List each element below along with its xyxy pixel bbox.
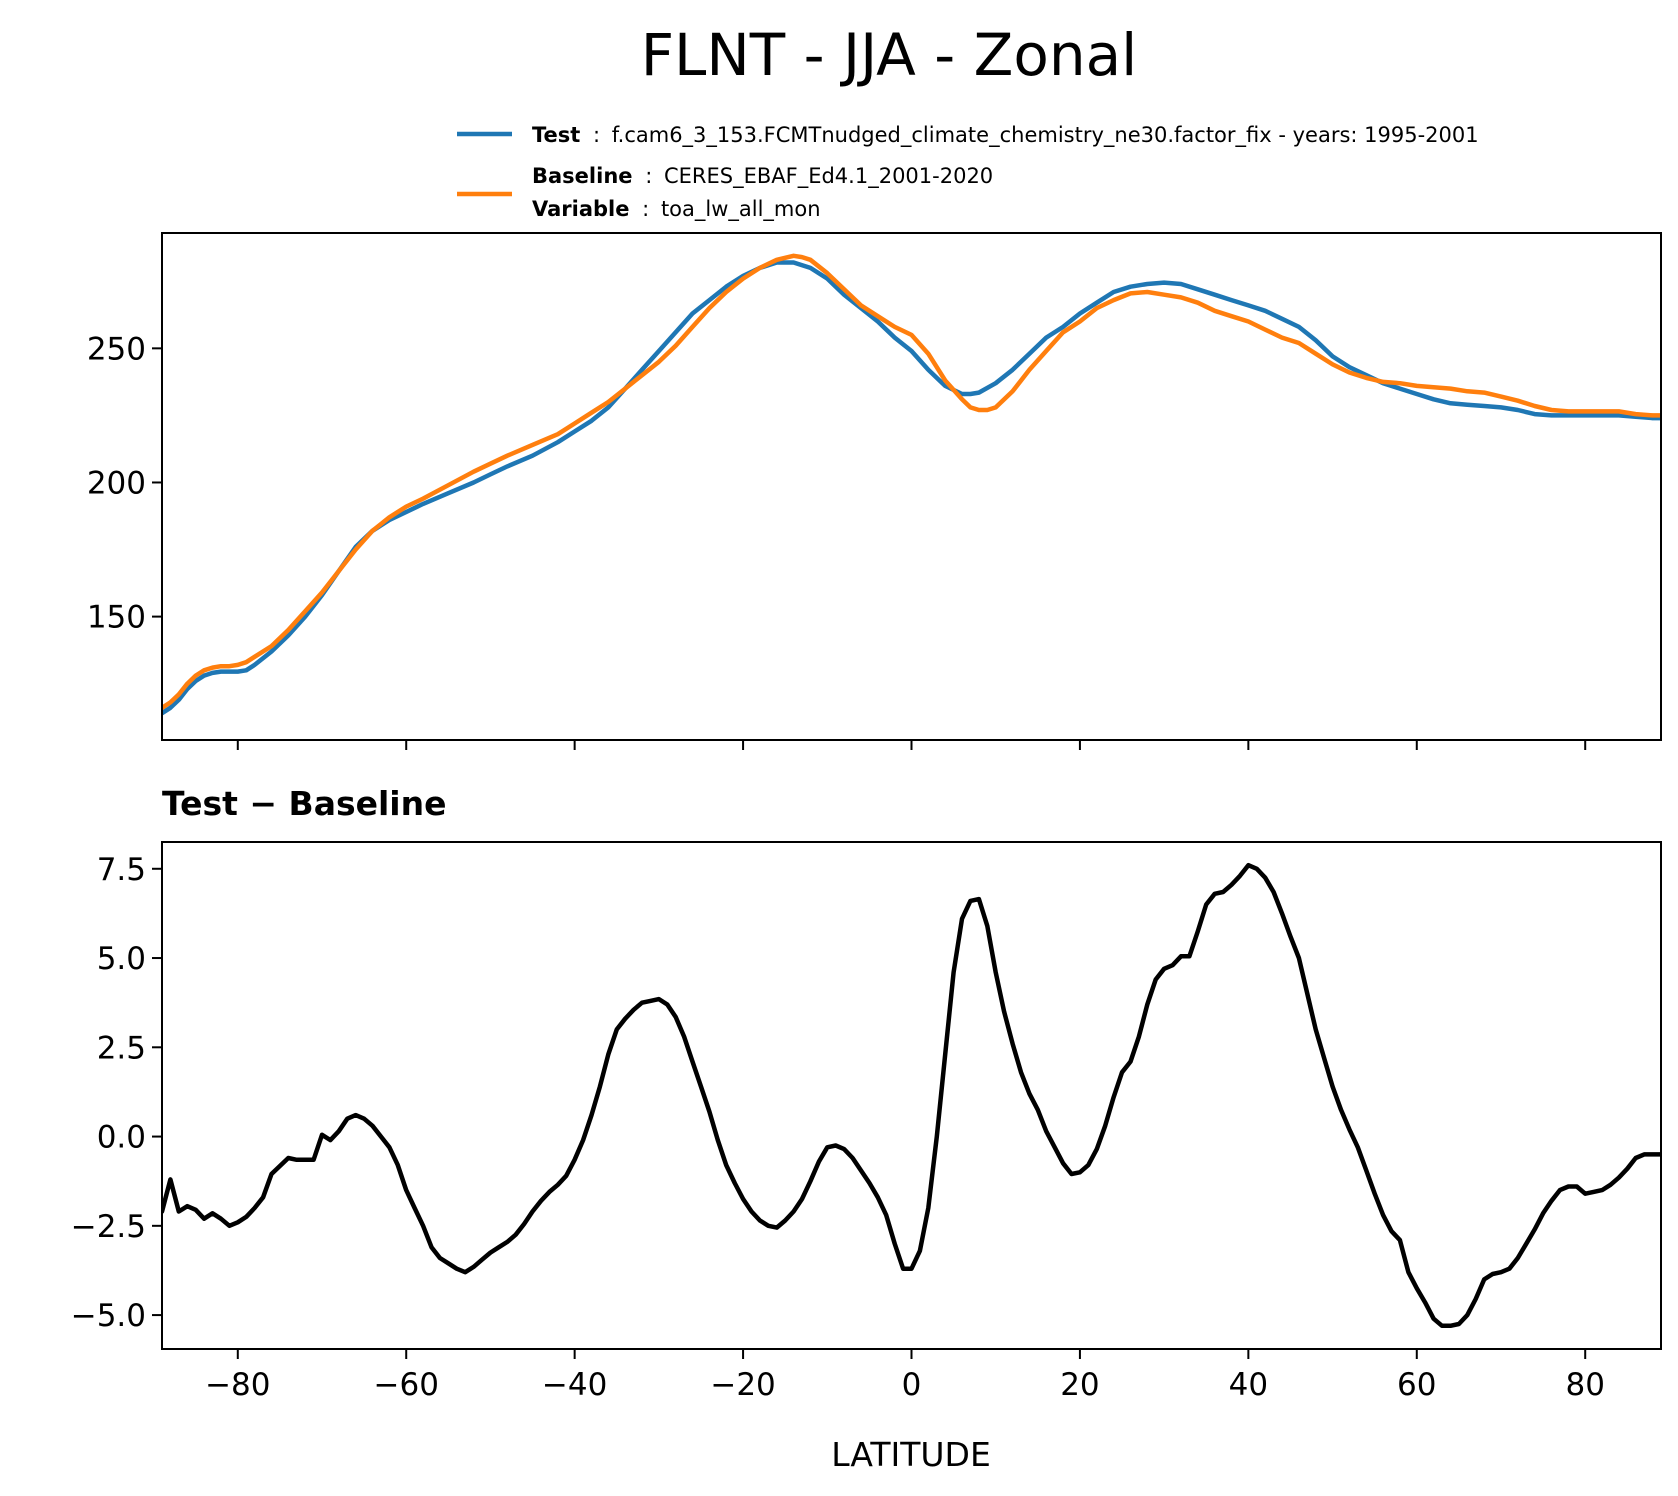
top-y-tick-label: 200 — [87, 465, 146, 501]
bottom-x-tick-label: −60 — [374, 1367, 439, 1403]
legend-variable-entry: Variable : toa_lw_all_mon — [532, 197, 821, 222]
zonal-mean-panel: 150 200 250 — [87, 232, 1662, 750]
legend-variable-label: Variable — [532, 197, 629, 221]
bottom-x-tick-label: 40 — [1229, 1367, 1268, 1403]
legend-baseline-entry: Baseline : CERES_EBAF_Ed4.1_2001-2020 — [532, 164, 993, 189]
bottom-x-tick-label: 80 — [1565, 1367, 1604, 1403]
bottom-x-tick-label: 0 — [902, 1367, 922, 1403]
bottom-x-tick-label: −20 — [710, 1367, 775, 1403]
bottom-y-tick-label: 7.5 — [97, 852, 146, 888]
legend-test-separator: : — [593, 123, 600, 147]
difference-panel: −80 −60 −40 −20 0 20 40 60 80 −5.0 −2.5 0.0 2.5 5.0 7.… — [71, 841, 1662, 1403]
bottom-x-tick-label: 20 — [1060, 1367, 1099, 1403]
legend-test-entry: Test : f.cam6_3_153.FCMTnudged_climate_c… — [532, 123, 1479, 148]
top-series-line-baseline — [162, 253, 1661, 711]
figure-title: FLNT - JJA - Zonal — [641, 21, 1138, 89]
legend-baseline-separator: : — [645, 164, 652, 188]
bottom-y-tick-label: −5.0 — [71, 1298, 146, 1334]
bottom-y-tick-label: −2.5 — [71, 1209, 146, 1245]
legend: Test : f.cam6_3_153.FCMTnudged_climate_c… — [457, 123, 1479, 222]
bottom-series-line-difference — [162, 862, 1661, 1329]
bottom-y-tick-label: 2.5 — [97, 1030, 146, 1066]
legend-test-text: f.cam6_3_153.FCMTnudged_climate_chemistr… — [612, 123, 1479, 148]
bottom-x-tick-label: −80 — [205, 1367, 270, 1403]
bottom-x-tick-label: 60 — [1397, 1367, 1436, 1403]
bottom-x-tick-label: −40 — [542, 1367, 607, 1403]
difference-panel-title: Test − Baseline — [162, 784, 447, 823]
legend-baseline-label: Baseline — [532, 164, 633, 188]
bottom-y-tick-label: 0.0 — [97, 1120, 146, 1156]
legend-test-label: Test — [532, 123, 580, 147]
x-axis-label: LATITUDE — [831, 1435, 991, 1474]
legend-baseline-text: CERES_EBAF_Ed4.1_2001-2020 — [664, 164, 993, 189]
legend-variable-text: toa_lw_all_mon — [661, 197, 821, 222]
legend-variable-separator: : — [642, 197, 649, 221]
top-y-tick-label: 150 — [87, 600, 146, 636]
top-y-tick-label: 250 — [87, 331, 146, 367]
bottom-y-tick-label: 5.0 — [97, 941, 146, 977]
